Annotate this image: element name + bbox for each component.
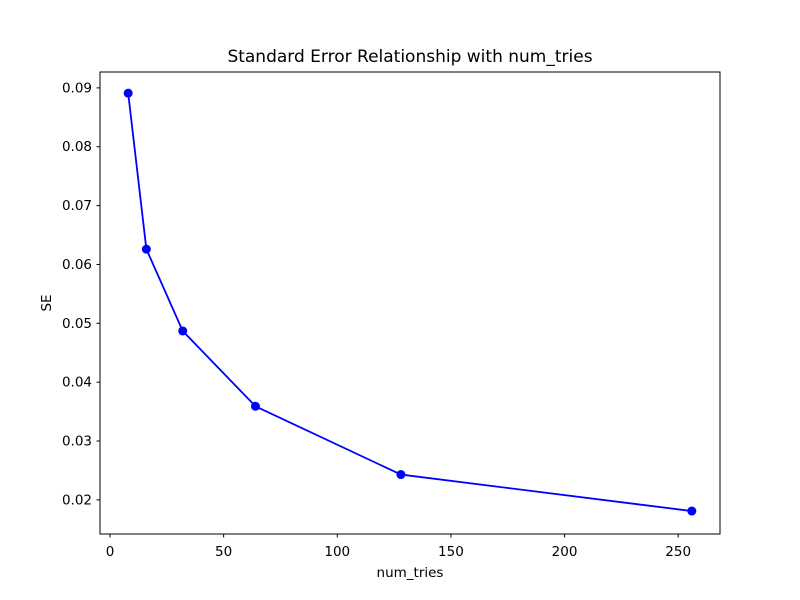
chart-title: Standard Error Relationship with num_tri… bbox=[227, 47, 592, 67]
series-line bbox=[127, 93, 692, 512]
x-axis: 0 50 100 150 200 250 bbox=[106, 534, 691, 560]
y-tick-label: 0.02 bbox=[62, 492, 92, 508]
data-point-marker bbox=[687, 506, 697, 516]
x-tick-label: 250 bbox=[665, 544, 691, 560]
data-point-marker bbox=[250, 401, 260, 411]
x-axis-label: num_tries bbox=[377, 565, 444, 581]
x-tick-label: 50 bbox=[215, 544, 232, 560]
data-point-marker bbox=[396, 470, 406, 480]
data-point-marker bbox=[141, 244, 151, 254]
y-tick-label: 0.08 bbox=[62, 139, 92, 155]
y-axis-label: SE bbox=[39, 294, 55, 311]
y-tick-label: 0.09 bbox=[62, 80, 92, 96]
y-tick-label: 0.03 bbox=[62, 434, 92, 450]
y-tick-label: 0.07 bbox=[62, 198, 92, 214]
x-tick-label: 100 bbox=[324, 544, 350, 560]
data-series bbox=[123, 88, 697, 516]
y-tick-label: 0.06 bbox=[62, 257, 92, 273]
y-axis: 0.02 0.03 0.04 0.05 0.06 0.07 0.08 0.09 bbox=[62, 80, 100, 508]
x-tick-label: 150 bbox=[438, 544, 464, 560]
x-tick-label: 200 bbox=[552, 544, 578, 560]
y-tick-label: 0.05 bbox=[62, 316, 92, 332]
data-point-marker bbox=[178, 326, 188, 336]
x-tick-label: 0 bbox=[106, 544, 115, 560]
data-point-marker bbox=[123, 88, 133, 98]
axes-box bbox=[99, 71, 721, 535]
y-tick-label: 0.04 bbox=[62, 375, 92, 391]
